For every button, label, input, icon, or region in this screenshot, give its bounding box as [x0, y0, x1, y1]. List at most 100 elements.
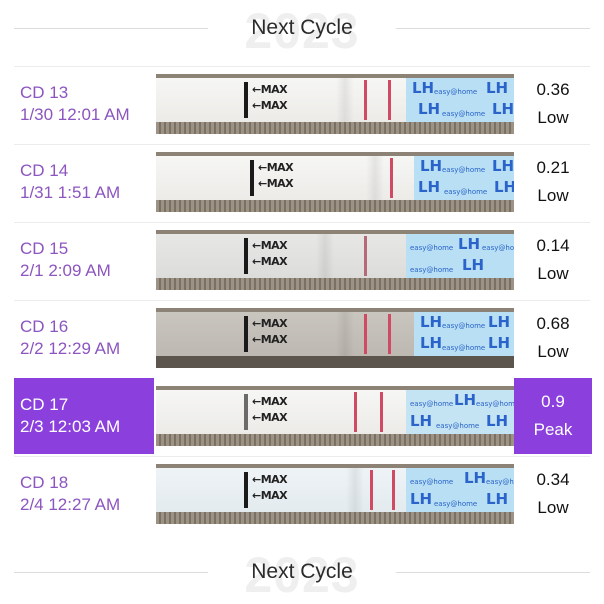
lh-ratio: 0.34 [536, 470, 570, 489]
lh-level: Peak [533, 420, 573, 439]
test-line [364, 314, 367, 354]
row-info: CD 18 2/4 12:27 AM [14, 456, 154, 532]
max-line-marker [244, 394, 248, 430]
row-info: CD 17 2/3 12:03 AM [14, 378, 154, 454]
strip-handle: easy@home LH easy@home LH easy@home LH [406, 390, 514, 434]
brand-label: easy@home [486, 478, 514, 486]
test-strip-image: ←MAX ←MAX easy@home LH easy@home easy@ho… [156, 230, 514, 290]
lh-level: Low [537, 186, 569, 205]
max-label: ←MAX [252, 395, 288, 408]
test-strip-image: ←MAX ←MAX easy@home LH easy@home LH easy… [156, 464, 514, 524]
divider [396, 28, 590, 29]
strip-handle: easy@home LH easy@home easy@home LH [406, 234, 514, 278]
test-line [354, 392, 357, 432]
divider [14, 572, 208, 573]
row-info: CD 14 1/31 1:51 AM [14, 144, 154, 220]
row-info: CD 15 2/1 2:09 AM [14, 222, 154, 298]
lh-label: LH [410, 412, 433, 430]
brand-label: easy@home [434, 88, 478, 96]
section-title: Next Cycle [251, 16, 353, 39]
control-line [388, 314, 391, 354]
cycle-day-label: CD 15 [20, 239, 69, 258]
max-label: ←MAX [252, 83, 288, 96]
brand-label: easy@home [410, 400, 454, 408]
test-datetime: 2/1 2:09 AM [20, 261, 111, 280]
lh-result: 0.21 Low [514, 144, 592, 220]
brand-label: easy@home [482, 244, 514, 252]
brand-label: easy@home [434, 500, 478, 508]
lh-label: LH [420, 313, 443, 331]
brand-label: easy@home [444, 188, 488, 196]
row-info: CD 13 1/30 12:01 AM [14, 66, 154, 142]
max-label: ←MAX [252, 317, 288, 330]
cycle-day-label: CD 17 [20, 395, 69, 414]
test-result-row[interactable]: CD 14 1/31 1:51 AM ←MAX ←MAX LH easy@hom… [0, 144, 604, 220]
max-line-marker [244, 82, 248, 118]
lh-label: LH [462, 256, 485, 274]
test-strip-image: ←MAX ←MAX LH easy@home LH LH easy@home L… [156, 74, 514, 134]
max-label: ←MAX [252, 411, 288, 424]
control-line [390, 158, 393, 198]
brand-label: easy@home [436, 422, 480, 430]
lh-result: 0.68 Low [514, 300, 592, 376]
year-watermark: 2023 [244, 547, 360, 603]
lh-ratio: 0.68 [536, 314, 570, 333]
lh-label: LH [492, 157, 514, 175]
lh-label: LH [418, 178, 441, 196]
lh-label: LH [420, 334, 443, 352]
strip-handle: easy@home LH easy@home LH easy@home LH [406, 468, 514, 512]
row-divider [14, 456, 590, 457]
lh-label: LH [488, 313, 511, 331]
lh-level: Low [537, 108, 569, 127]
lh-label: LH [410, 490, 433, 508]
lh-result: 0.36 Low [514, 66, 592, 142]
control-line [388, 80, 391, 120]
row-divider [14, 222, 590, 223]
lh-label: LH [492, 100, 514, 118]
brand-label: easy@home [476, 400, 514, 408]
cycle-day-label: CD 18 [20, 473, 69, 492]
brand-label: easy@home [410, 266, 454, 274]
max-label: ←MAX [252, 239, 288, 252]
test-result-row-peak[interactable]: CD 17 2/3 12:03 AM ←MAX ←MAX easy@home L… [0, 378, 604, 454]
lh-level: Low [537, 342, 569, 361]
max-label: ←MAX [252, 333, 288, 346]
brand-label: easy@home [442, 322, 486, 330]
test-result-row[interactable]: CD 15 2/1 2:09 AM ←MAX ←MAX easy@home LH… [0, 222, 604, 298]
lh-label: LH [454, 391, 477, 409]
lh-ratio: 0.14 [536, 236, 570, 255]
lh-label: LH [486, 412, 509, 430]
max-label: ←MAX [252, 489, 288, 502]
divider [14, 28, 208, 29]
test-result-row[interactable]: CD 13 1/30 12:01 AM ←MAX ←MAX LH easy@ho… [0, 66, 604, 142]
section-title: Next Cycle [251, 560, 353, 583]
strip-handle: LH easy@home LH LH easy@home LH [414, 156, 514, 200]
brand-label: easy@home [410, 478, 454, 486]
lh-level: Low [537, 498, 569, 517]
test-strip-image: ←MAX ←MAX LH easy@home LH LH easy@home L… [156, 308, 514, 368]
test-datetime: 1/31 1:51 AM [20, 183, 121, 202]
test-datetime: 1/30 12:01 AM [20, 105, 130, 124]
lh-result: 0.34 Low [514, 456, 592, 532]
test-result-row[interactable]: CD 16 2/2 12:29 AM ←MAX ←MAX LH easy@hom… [0, 300, 604, 376]
year-watermark: 2023 [244, 3, 360, 59]
test-datetime: 2/4 12:27 AM [20, 495, 121, 514]
strip-handle: LH easy@home LH LH easy@home LH [414, 312, 514, 356]
next-cycle-header-bottom: 2023 Next Cycle [0, 544, 604, 603]
max-label: ←MAX [258, 161, 294, 174]
brand-label: easy@home [410, 244, 454, 252]
test-result-row[interactable]: CD 18 2/4 12:27 AM ←MAX ←MAX easy@home L… [0, 456, 604, 532]
lh-label: LH [464, 469, 487, 487]
test-strip-image: ←MAX ←MAX LH easy@home LH LH easy@home L… [156, 152, 514, 212]
max-line-marker [250, 160, 254, 196]
lh-ratio: 0.9 [541, 392, 565, 411]
lh-label: LH [412, 79, 435, 97]
lh-label: LH [488, 334, 511, 352]
cycle-day-label: CD 16 [20, 317, 69, 336]
lh-result: 0.14 Low [514, 222, 592, 298]
strip-handle: LH easy@home LH LH easy@home LH [406, 78, 514, 122]
lh-result: 0.9 Peak [514, 378, 592, 454]
divider [396, 572, 590, 573]
lh-label: LH [418, 100, 441, 118]
brand-label: easy@home [442, 110, 486, 118]
